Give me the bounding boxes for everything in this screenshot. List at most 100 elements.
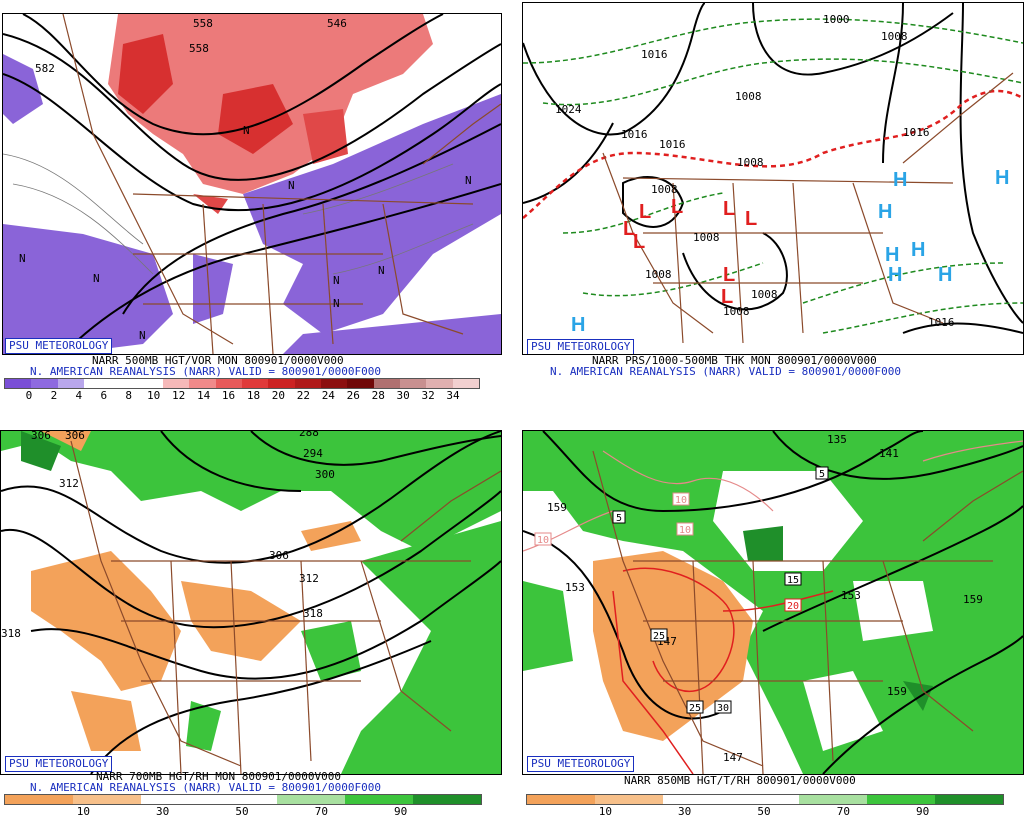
temp850-map-svg: 135 141 159 153 147 153 159 159 147 5 10… xyxy=(523,431,1023,774)
isobar-label: 1016 xyxy=(928,316,955,329)
rh-orange-area xyxy=(41,431,91,451)
scale-tick-label: 8 xyxy=(125,389,133,402)
svg-text:15: 15 xyxy=(787,575,799,586)
isotherm-label-box: 25 xyxy=(650,628,668,642)
isobar-label: 1000 xyxy=(823,13,850,26)
rh-green-area xyxy=(21,431,61,471)
vort-min-label: N xyxy=(93,272,100,285)
vort-min-label: N xyxy=(333,297,340,310)
scale-swatch xyxy=(452,379,479,388)
vort-min-label: N xyxy=(378,264,385,277)
low-pressure-marker: L xyxy=(623,218,635,240)
high-pressure-marker: H xyxy=(888,264,902,286)
scale-tick-label: 12 xyxy=(172,389,186,402)
svg-text:25: 25 xyxy=(653,631,665,642)
scale-swatch xyxy=(209,795,277,804)
svg-text:30: 30 xyxy=(717,703,729,714)
contour-label: 558 xyxy=(193,17,213,30)
contour-label: 288 xyxy=(299,431,319,439)
scale-tick-label: 30 xyxy=(156,805,170,818)
contour-label: 312 xyxy=(59,477,79,490)
scale-tick-label: 4 xyxy=(75,389,83,402)
svg-text:5: 5 xyxy=(819,469,825,480)
scale-tick-label: 30 xyxy=(396,389,410,402)
contour-label: 306 xyxy=(65,431,85,442)
high-pressure-marker: H xyxy=(878,201,892,223)
vort-min-label: N xyxy=(333,274,340,287)
isotherm-label-box: 10 xyxy=(534,532,552,546)
scale-swatch xyxy=(399,379,427,388)
scale-swatch xyxy=(347,379,374,388)
vorticity-scale-ticks: 0 2 4 6 8 10 12 14 16 18 20 22 24 26 28 30 32 34 xyxy=(4,390,478,402)
contour-label: 306 xyxy=(269,549,289,562)
scale-swatch xyxy=(215,379,242,388)
scale-swatch xyxy=(867,795,935,804)
scale-swatch xyxy=(189,379,216,388)
contour-label: 135 xyxy=(827,433,847,446)
scale-swatch xyxy=(294,379,321,388)
isobar-label: 1008 xyxy=(735,90,762,103)
contour-label: 153 xyxy=(841,589,861,602)
scale-tick-label: 26 xyxy=(346,389,360,402)
scale-swatch xyxy=(31,379,58,388)
scale-swatch xyxy=(83,379,111,388)
svg-text:10: 10 xyxy=(675,495,687,506)
vort-min-label: N xyxy=(465,174,472,187)
low-pressure-marker: L xyxy=(721,286,733,308)
contour-label: 147 xyxy=(723,751,743,764)
contour-label: 294 xyxy=(303,447,323,460)
psu-meteorology-credit: PSU METEOROLOGY xyxy=(5,338,113,354)
vort-purple-area xyxy=(3,224,173,354)
scale-tick-label: 90 xyxy=(394,805,408,818)
rh-dark-green-area xyxy=(903,681,933,711)
contour-label: 306 xyxy=(31,431,51,442)
low-pressure-marker: L xyxy=(723,198,735,220)
high-pressure-marker: H xyxy=(885,244,899,266)
isobar-label: 1016 xyxy=(659,138,686,151)
valid-time: N. AMERICAN REANALYSIS (NARR) VALID = 80… xyxy=(550,365,901,378)
map-pressure: 1000 1008 1016 1024 1016 1016 1008 1008 … xyxy=(522,2,1024,355)
panel-sfc-pressure-thickness: 1000 1008 1016 1024 1016 1016 1008 1008 … xyxy=(520,0,1024,403)
isotherm-label-box: 20 xyxy=(784,598,802,612)
vort-min-label: N xyxy=(19,252,26,265)
vort-min-label: N xyxy=(139,329,146,342)
scale-tick-label: 34 xyxy=(446,389,460,402)
isobar-label: 1008 xyxy=(737,156,764,169)
contour-label: 159 xyxy=(963,593,983,606)
low-pressure-marker: L xyxy=(723,264,735,286)
contour-label: 318 xyxy=(303,607,323,620)
vort-purple-area xyxy=(283,314,501,354)
product-title: NARR 700MB HGT/RH MON 800901/0000V000 xyxy=(96,770,342,783)
scale-swatch xyxy=(268,379,295,388)
low-pressure-marker: L xyxy=(639,201,651,223)
contour-label: 141 xyxy=(879,447,899,460)
isobar-label: 1008 xyxy=(751,288,778,301)
rh-scale-ticks: 10 30 50 70 90 xyxy=(526,806,1002,818)
scale-swatch xyxy=(413,795,481,804)
product-title: NARR PRS/1000-500MB THK MON 800901/0000V… xyxy=(592,354,877,367)
high-pressure-marker: H xyxy=(571,314,585,336)
scale-tick-label: 10 xyxy=(598,805,612,818)
contour-label: 312 xyxy=(299,572,319,585)
scale-tick-label: 50 xyxy=(235,805,249,818)
scale-swatch xyxy=(5,795,73,804)
rh-dark-green-area xyxy=(743,526,783,561)
high-pressure-marker: H xyxy=(893,169,907,191)
isobar-label: 1008 xyxy=(693,231,720,244)
product-title: NARR 500MB HGT/VOR MON 800901/0000V000 xyxy=(92,354,344,367)
rh-green-area xyxy=(186,701,221,751)
isotherm-label-box: 5 xyxy=(815,466,829,480)
scale-tick-label: 22 xyxy=(296,389,310,402)
rh-white-area xyxy=(803,671,883,751)
scale-tick-label: 30 xyxy=(678,805,692,818)
contour-label: 300 xyxy=(315,468,335,481)
scale-swatch xyxy=(320,379,348,388)
scale-tick-label: 50 xyxy=(757,805,771,818)
psu-meteorology-credit: PSU METEOROLOGY xyxy=(5,756,113,772)
scale-swatch xyxy=(136,379,163,388)
isotherm-label-box: 30 xyxy=(714,700,732,714)
rh-orange-area xyxy=(31,551,181,691)
isobar-label: 1008 xyxy=(881,30,908,43)
panel-700mb-rh: 306 306 312 288 294 300 306 312 318 318 … xyxy=(0,416,503,819)
isobar-label: 1016 xyxy=(621,128,648,141)
